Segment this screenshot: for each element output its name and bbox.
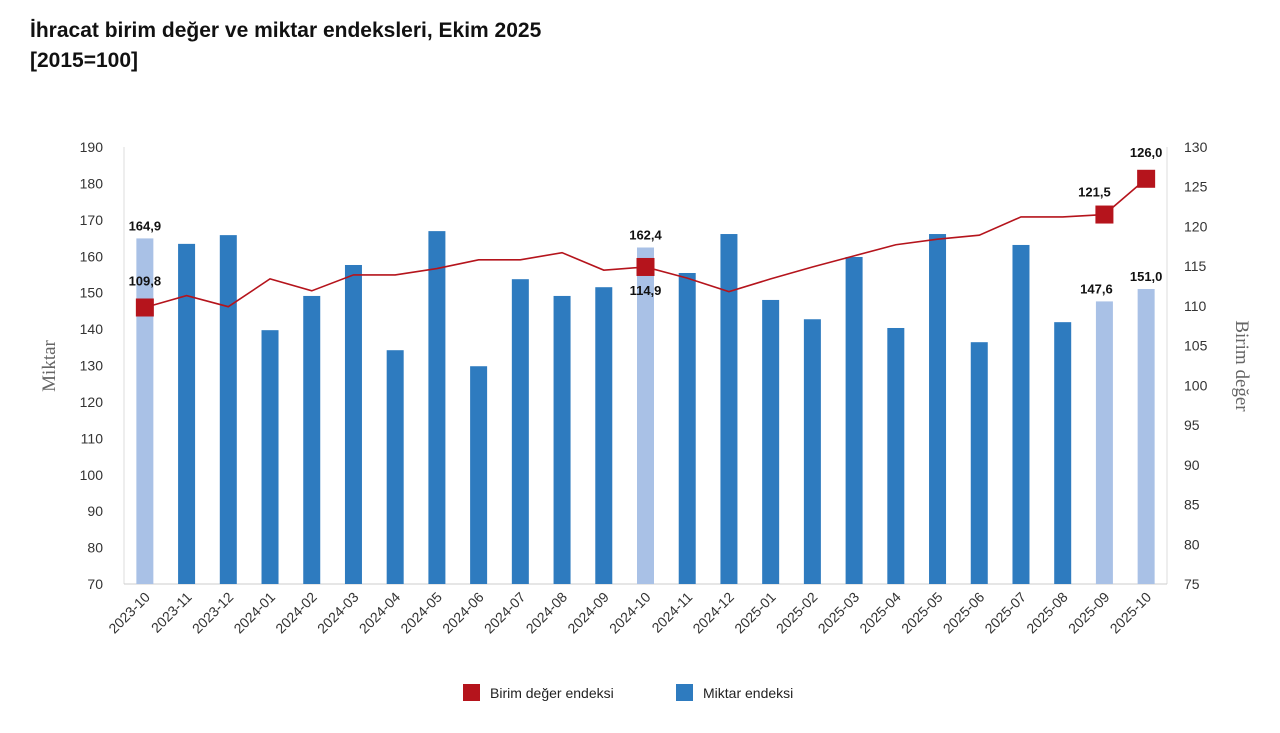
- x-tick-label: 2024-05: [397, 589, 445, 637]
- x-tick-label: 2025-06: [940, 589, 988, 637]
- left-tick-label: 130: [80, 358, 104, 374]
- bar-2025-07: [1012, 244, 1030, 585]
- x-tick-label: 2024-01: [230, 589, 278, 637]
- bar-2024-10: [637, 247, 654, 584]
- bar-2025-03: [845, 256, 863, 584]
- x-tick-label: 2024-04: [356, 589, 404, 637]
- right-tick-label: 105: [1184, 338, 1208, 354]
- x-tick-label: 2024-09: [564, 589, 612, 637]
- left-tick-label: 150: [80, 285, 104, 301]
- legend-swatch-birim-deger: [463, 684, 480, 701]
- right-tick-label: 85: [1184, 497, 1200, 513]
- x-tick-label: 2024-11: [648, 589, 695, 636]
- bar-2025-01: [762, 299, 780, 584]
- x-tick-label: 2024-07: [481, 589, 529, 637]
- x-tick-label: 2025-08: [1023, 589, 1071, 637]
- x-tick-label: 2023-10: [105, 589, 153, 637]
- x-tick-label: 2025-04: [856, 589, 904, 637]
- bar-2024-11: [678, 273, 696, 584]
- right-tick-label: 90: [1184, 457, 1200, 473]
- x-tick-label: 2025-10: [1107, 589, 1155, 637]
- bar-2025-09: [1095, 301, 1113, 584]
- bar-2023-11: [178, 243, 196, 584]
- right-tick-label: 130: [1184, 139, 1208, 155]
- x-tick-label: 2024-12: [689, 589, 737, 637]
- x-tick-label: 2024-06: [439, 589, 487, 637]
- right-tick-label: 125: [1184, 179, 1208, 195]
- bar-2024-01: [261, 330, 279, 584]
- right-axis-title: Birim değer: [1231, 320, 1252, 412]
- x-tick-label: 2024-10: [606, 589, 654, 637]
- line-data-label: 126,0: [1130, 145, 1163, 160]
- line-data-label: 114,9: [630, 283, 662, 298]
- left-tick-label: 70: [87, 576, 103, 592]
- bar-data-label: 147,6: [1080, 281, 1113, 296]
- left-tick-label: 120: [80, 394, 104, 410]
- x-tick-label: 2025-05: [898, 589, 946, 637]
- legend-label-birim-deger: Birim değer endeksi: [490, 685, 614, 701]
- bar-data-label: 151,0: [1130, 269, 1163, 284]
- left-tick-label: 110: [81, 430, 104, 446]
- bar-2024-12: [720, 234, 738, 584]
- right-tick-label: 100: [1184, 377, 1208, 393]
- bar-2025-04: [887, 327, 905, 584]
- x-tick-label: 2023-11: [148, 589, 195, 636]
- left-tick-label: 100: [80, 467, 104, 483]
- x-tick-label: 2025-07: [981, 589, 1029, 637]
- bar-2024-08: [553, 295, 571, 584]
- bar-2024-02: [303, 295, 321, 584]
- bar-2024-09: [595, 287, 613, 584]
- right-tick-label: 95: [1184, 417, 1200, 433]
- chart-title: İhracat birim değer ve miktar endeksleri…: [30, 16, 541, 76]
- right-tick-label: 75: [1184, 576, 1200, 592]
- right-tick-label: 80: [1184, 536, 1200, 552]
- x-tick-label: 2025-01: [731, 589, 779, 637]
- line-marker-2024-10: [636, 257, 655, 276]
- left-tick-label: 80: [87, 540, 103, 556]
- bar-2025-02: [803, 319, 821, 584]
- legend-swatch-miktar: [676, 684, 693, 701]
- right-tick-label: 110: [1184, 298, 1207, 314]
- left-axis-title: Miktar: [39, 339, 60, 391]
- left-tick-label: 190: [80, 139, 104, 155]
- right-tick-label: 120: [1184, 218, 1208, 234]
- left-tick-label: 170: [80, 212, 104, 228]
- bar-2024-03: [344, 264, 362, 584]
- line-marker-2025-10: [1137, 169, 1156, 188]
- bar-data-label: 164,9: [129, 218, 162, 233]
- bar-2025-08: [1054, 322, 1072, 584]
- x-tick-label: 2023-12: [189, 589, 237, 637]
- line-data-label: 121,5: [1078, 185, 1111, 200]
- bar-2025-06: [970, 342, 988, 584]
- right-tick-label: 115: [1184, 258, 1207, 274]
- x-tick-label: 2024-02: [272, 589, 320, 637]
- bar-2024-04: [386, 350, 404, 584]
- line-marker-2025-09: [1095, 205, 1114, 224]
- bar-2025-10: [1137, 289, 1155, 584]
- bar-data-label: 162,4: [629, 228, 662, 243]
- legend-label-miktar: Miktar endeksi: [703, 685, 793, 701]
- x-tick-label: 2024-03: [314, 589, 362, 637]
- bar-2024-07: [511, 279, 529, 584]
- left-tick-label: 160: [80, 248, 104, 264]
- x-tick-label: 2025-09: [1065, 589, 1113, 637]
- bar-2023-12: [219, 235, 237, 584]
- subtitle-text: [2015=100]: [30, 49, 139, 72]
- line-marker-2023-10: [135, 298, 154, 317]
- bar-2024-06: [470, 366, 488, 584]
- left-tick-label: 140: [80, 321, 104, 337]
- left-tick-label: 90: [87, 503, 103, 519]
- line-data-label: 109,8: [129, 273, 162, 288]
- x-tick-label: 2025-03: [815, 589, 863, 637]
- left-tick-label: 180: [80, 175, 104, 191]
- x-tick-label: 2024-08: [523, 589, 571, 637]
- bar-2024-05: [428, 231, 446, 584]
- bar-2023-10: [136, 238, 154, 585]
- x-tick-label: 2025-02: [773, 589, 821, 637]
- title-text: İhracat birim değer ve miktar endeksleri…: [30, 19, 542, 42]
- bar-2025-05: [929, 234, 947, 584]
